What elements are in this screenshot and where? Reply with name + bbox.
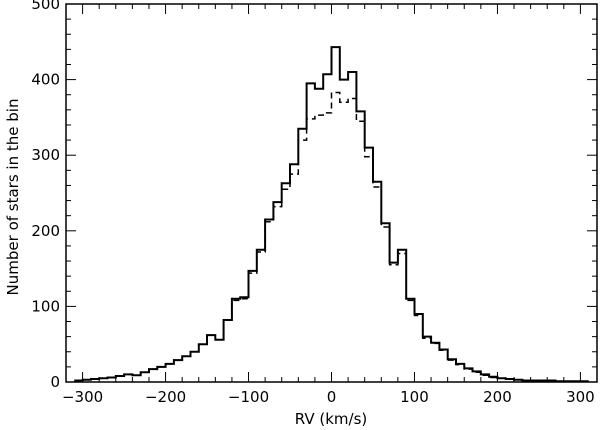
x-tick-label: 300	[566, 388, 595, 406]
y-tick-label: 100	[31, 297, 60, 315]
histogram-line-dashed	[74, 91, 589, 382]
x-tick-label: 100	[400, 388, 429, 406]
x-axis-title: RV (km/s)	[295, 410, 368, 428]
x-tick-label: −300	[62, 388, 103, 406]
y-axis-title: Number of stars in the bin	[4, 99, 22, 296]
x-tick-label: −200	[145, 388, 186, 406]
y-tick-label: 300	[31, 146, 60, 164]
y-tick-label: 400	[31, 71, 60, 89]
y-tick-label: 500	[31, 0, 60, 13]
x-tick-label: 200	[483, 388, 512, 406]
x-tick-label: −100	[228, 388, 269, 406]
series-dashed	[74, 91, 589, 382]
x-tick-label: 0	[327, 388, 337, 406]
y-tick-label: 200	[31, 222, 60, 240]
series-layer	[74, 46, 589, 383]
y-tick-label: 0	[50, 373, 60, 391]
axes-layer: −300 −200 −100 0 100 200 300 0 100 200 300 400 500	[31, 0, 598, 406]
